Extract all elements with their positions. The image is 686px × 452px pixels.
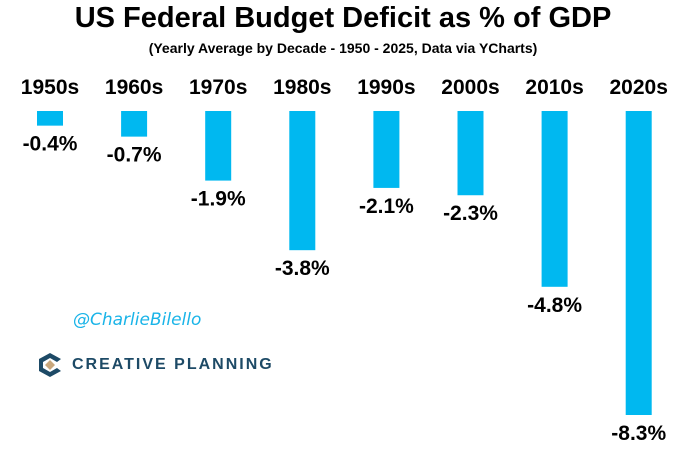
x-tick-label: 2000s — [441, 76, 499, 99]
bar-2000s — [457, 111, 484, 196]
twitter-handle: @CharlieBilello — [73, 310, 202, 330]
x-tick-label: 2020s — [609, 76, 667, 99]
bar-1980s — [289, 111, 316, 251]
bar-2020s — [625, 111, 652, 415]
data-label: -4.8% — [527, 294, 582, 317]
data-label: -0.4% — [23, 133, 78, 156]
data-label: -2.3% — [443, 202, 498, 225]
x-tick-label: 1990s — [357, 76, 415, 99]
x-tick-label: 1960s — [105, 76, 163, 99]
bar-1990s — [373, 111, 400, 188]
creative-planning-logo-icon — [39, 353, 61, 377]
data-label: -8.3% — [611, 422, 666, 445]
bar-1960s — [121, 111, 148, 137]
chart-title: US Federal Budget Deficit as % of GDP — [74, 2, 612, 34]
data-label: -3.8% — [275, 257, 330, 280]
x-tick-label: 2010s — [525, 76, 583, 99]
data-label: -1.9% — [191, 188, 246, 211]
x-tick-label: 1950s — [21, 76, 79, 99]
bar-2010s — [541, 111, 568, 287]
bar-1950s — [37, 111, 63, 126]
bar-1970s — [205, 111, 232, 181]
logo-text: CREATIVE PLANNING — [72, 356, 274, 373]
data-label: -0.7% — [107, 144, 162, 167]
data-label: -2.1% — [359, 195, 414, 218]
x-tick-label: 1980s — [273, 76, 331, 99]
x-tick-label: 1970s — [189, 76, 247, 99]
creative-planning-logo: CREATIVE PLANNING — [38, 352, 274, 378]
chart-subtitle: (Yearly Average by Decade - 1950 - 2025,… — [148, 40, 538, 56]
